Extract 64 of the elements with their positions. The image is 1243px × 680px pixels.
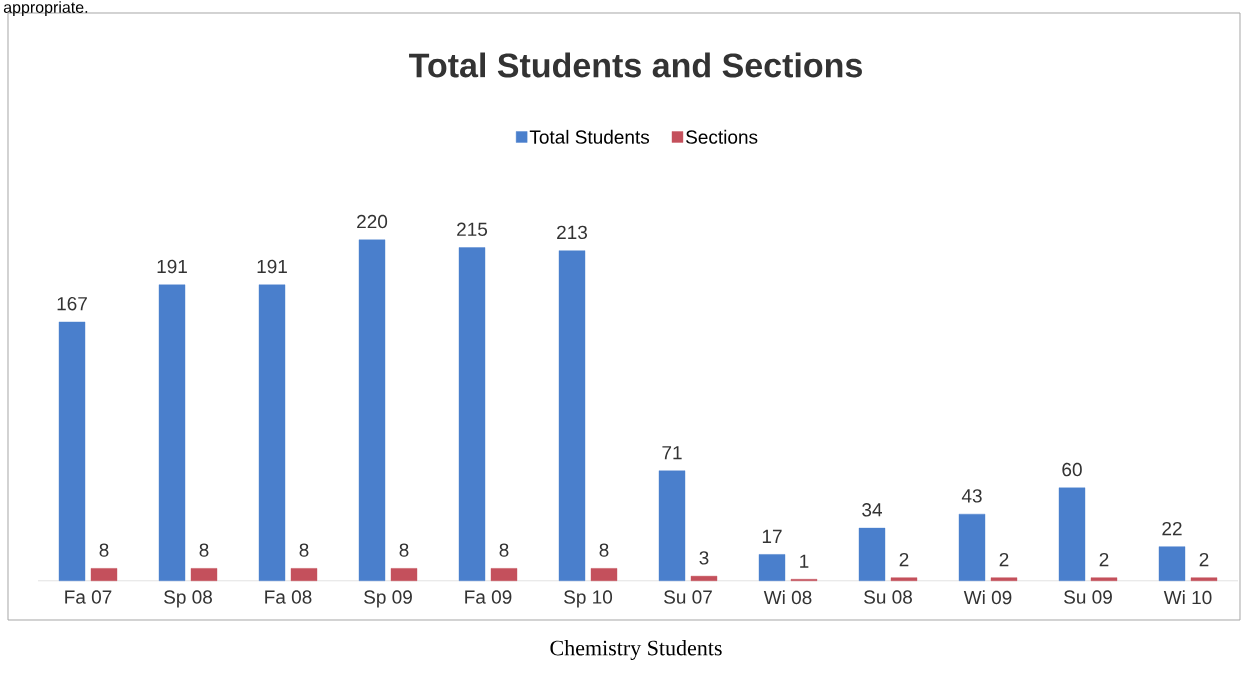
x-tick-label: Sp 08 xyxy=(164,590,212,608)
data-label: 215 xyxy=(457,222,488,237)
x-tick-label: Fa 09 xyxy=(465,590,512,604)
data-label: 191 xyxy=(257,259,287,274)
bar xyxy=(658,470,686,581)
bar xyxy=(590,568,618,581)
x-tick-label: Fa 07 xyxy=(65,590,112,604)
data-label: 3 xyxy=(699,551,709,565)
legend-label: Total Students xyxy=(529,129,650,144)
bar xyxy=(258,284,286,581)
data-label: 2 xyxy=(899,552,909,567)
x-tick-label: Sp 10 xyxy=(564,590,613,608)
data-label: 71 xyxy=(662,446,682,460)
bar xyxy=(1058,487,1086,581)
chart-title: Total Students and Sections xyxy=(409,52,862,78)
data-label: 2 xyxy=(999,552,1009,567)
data-label: 8 xyxy=(399,543,409,557)
x-tick-label: Wi 09 xyxy=(963,590,1012,605)
x-tick-label: Wi 10 xyxy=(1163,590,1212,605)
bar xyxy=(158,284,186,581)
bar xyxy=(58,321,86,581)
bar xyxy=(390,568,418,581)
data-label: 1 xyxy=(800,554,809,568)
data-label: 8 xyxy=(199,543,209,557)
data-label: 22 xyxy=(1162,521,1182,536)
x-tick-label: Wi 08 xyxy=(763,590,812,605)
bar xyxy=(558,250,586,581)
data-label: 167 xyxy=(57,296,87,311)
data-label: 8 xyxy=(599,543,609,557)
data-label: 191 xyxy=(157,259,187,274)
data-label: 43 xyxy=(961,489,982,503)
bar xyxy=(990,577,1018,581)
bar xyxy=(890,577,918,581)
bar xyxy=(90,568,118,581)
x-tick-label: Su 09 xyxy=(1064,590,1112,604)
legend-label: Sections xyxy=(686,129,758,144)
data-label: 8 xyxy=(99,543,109,557)
bar xyxy=(1090,577,1118,581)
bar xyxy=(1158,546,1186,581)
x-tick-label: Su 07 xyxy=(664,590,712,604)
bar xyxy=(758,554,786,581)
x-tick-label: Fa 08 xyxy=(265,590,312,604)
data-label: 8 xyxy=(499,543,509,557)
data-label: 8 xyxy=(299,543,309,557)
data-label: 34 xyxy=(862,503,883,517)
data-label: 2 xyxy=(1199,552,1209,567)
text: Chemistry Students xyxy=(550,639,722,660)
bar xyxy=(958,513,986,581)
bar xyxy=(490,568,518,581)
data-label: 2 xyxy=(1099,552,1109,567)
bar xyxy=(190,568,218,581)
bar xyxy=(858,527,886,581)
data-label: 213 xyxy=(557,225,588,240)
x-tick-label: Sp 09 xyxy=(364,590,412,608)
data-label: 60 xyxy=(1062,462,1082,477)
bar xyxy=(458,247,486,581)
data-label: 220 xyxy=(357,214,388,229)
bar xyxy=(290,568,318,581)
data-label: 17 xyxy=(762,529,782,543)
bar xyxy=(358,239,386,581)
text: appropriate. xyxy=(3,1,88,17)
bar xyxy=(690,575,718,581)
x-tick-label: Su 08 xyxy=(864,590,912,604)
bar xyxy=(1190,577,1218,581)
